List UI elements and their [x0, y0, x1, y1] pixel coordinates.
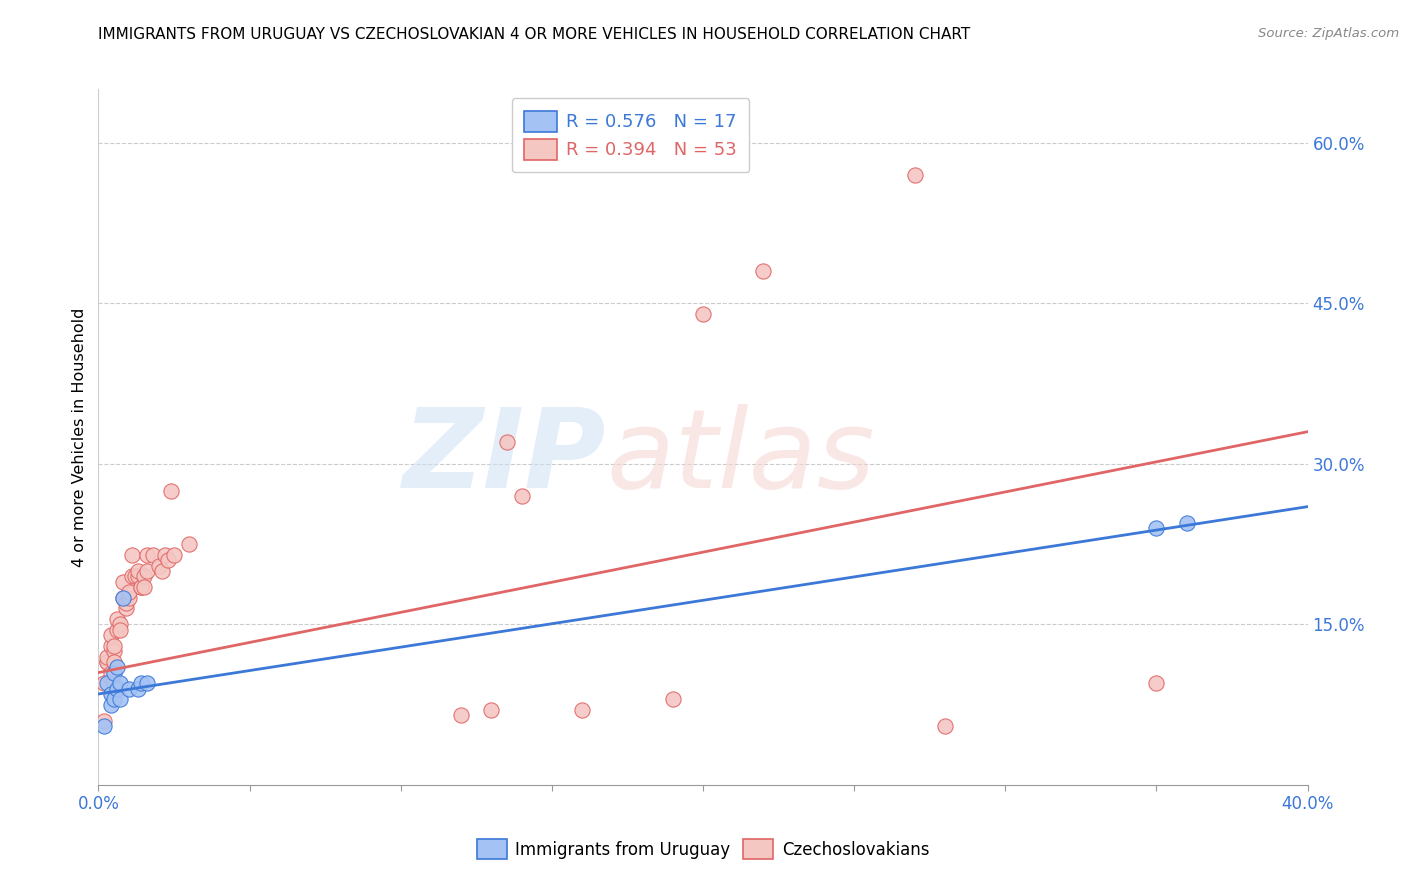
Point: [904, 168, 927, 182]
Point: [129, 676, 152, 690]
Point: [752, 264, 775, 278]
Point: [121, 548, 143, 562]
Point: [450, 708, 472, 723]
Point: [100, 639, 122, 653]
Text: IMMIGRANTS FROM URUGUAY VS CZECHOSLOVAKIAN 4 OR MORE VEHICLES IN HOUSEHOLD CORRE: IMMIGRANTS FROM URUGUAY VS CZECHOSLOVAKI…: [98, 27, 970, 42]
Point: [93, 676, 115, 690]
Point: [163, 548, 186, 562]
Point: [1175, 516, 1198, 530]
Point: [111, 591, 134, 605]
Point: [179, 537, 201, 551]
Point: [571, 703, 593, 717]
Point: [135, 548, 157, 562]
Point: [100, 671, 122, 685]
Point: [510, 489, 533, 503]
Point: [93, 714, 115, 728]
Point: [114, 596, 136, 610]
Point: [156, 553, 179, 567]
Point: [118, 681, 141, 696]
Point: [127, 569, 149, 583]
Point: [118, 585, 141, 599]
Point: [96, 649, 118, 664]
Text: atlas: atlas: [606, 404, 875, 511]
Point: [934, 719, 956, 733]
Point: [121, 569, 143, 583]
Point: [105, 681, 128, 696]
Point: [103, 692, 125, 706]
Point: [103, 665, 125, 680]
Point: [96, 655, 118, 669]
Point: [108, 623, 131, 637]
Text: Source: ZipAtlas.com: Source: ZipAtlas.com: [1258, 27, 1399, 40]
Point: [93, 719, 115, 733]
Y-axis label: 4 or more Vehicles in Household: 4 or more Vehicles in Household: [72, 308, 87, 566]
Point: [160, 483, 183, 498]
Point: [132, 569, 155, 583]
Point: [103, 639, 125, 653]
Point: [103, 676, 125, 690]
Point: [105, 612, 128, 626]
Point: [135, 564, 157, 578]
Point: [108, 676, 131, 690]
Point: [96, 655, 118, 669]
Point: [150, 564, 173, 578]
Point: [100, 628, 122, 642]
Point: [105, 623, 128, 637]
Point: [692, 307, 714, 321]
Point: [142, 548, 165, 562]
Point: [105, 660, 128, 674]
Point: [103, 655, 125, 669]
Point: [108, 617, 131, 632]
Point: [96, 676, 118, 690]
Point: [129, 580, 152, 594]
Point: [118, 591, 141, 605]
Text: ZIP: ZIP: [402, 404, 606, 511]
Legend: Immigrants from Uruguay, Czechoslovakians: Immigrants from Uruguay, Czechoslovakian…: [468, 831, 938, 867]
Point: [129, 580, 152, 594]
Point: [153, 548, 176, 562]
Point: [495, 435, 517, 450]
Point: [100, 665, 122, 680]
Point: [103, 644, 125, 658]
Point: [100, 698, 122, 712]
Point: [100, 687, 122, 701]
Point: [127, 681, 149, 696]
Point: [124, 569, 146, 583]
Point: [111, 591, 134, 605]
Point: [1144, 676, 1167, 690]
Point: [148, 558, 170, 573]
Point: [108, 692, 131, 706]
Point: [662, 692, 685, 706]
Point: [114, 601, 136, 615]
Point: [127, 564, 149, 578]
Point: [1144, 521, 1167, 535]
Point: [111, 574, 134, 589]
Point: [132, 580, 155, 594]
Point: [135, 676, 157, 690]
Point: [481, 703, 503, 717]
